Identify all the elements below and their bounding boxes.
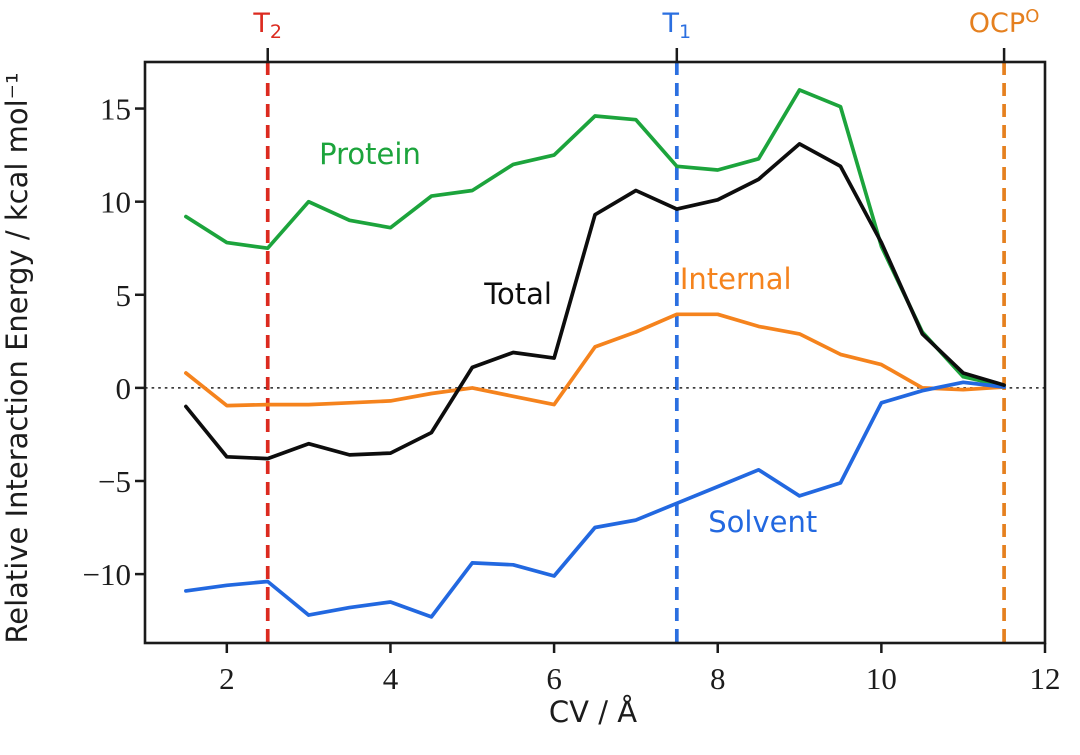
- y-tick-label: −5: [98, 464, 131, 499]
- x-tick-label: 2: [219, 661, 235, 696]
- x-tick-label: 10: [866, 661, 897, 696]
- series-line-total: [184, 142, 1006, 461]
- series-line-solvent: [184, 380, 1006, 619]
- series-lines-layer: [184, 88, 1006, 619]
- x-tick-label: 4: [383, 661, 399, 696]
- y-tick-label: 0: [116, 371, 132, 406]
- y-axis-label: Relative Interaction Energy / kcal mol⁻¹: [0, 72, 34, 643]
- state-label-t2: T2: [252, 8, 282, 43]
- ticks-layer: 2 4 6 8 10 12 −10 −5 0 5 10 15: [83, 48, 1061, 696]
- x-tick-label: 6: [546, 661, 562, 696]
- series-line-internal: [184, 312, 1006, 408]
- series-label-internal: Internal: [680, 262, 792, 296]
- vlines-layer: [265, 62, 1006, 643]
- series-label-total: Total: [483, 277, 552, 311]
- state-label-ocpo: OCPO: [969, 6, 1040, 39]
- series-line-protein: [184, 88, 1006, 388]
- x-tick-label: 12: [1030, 661, 1061, 696]
- x-axis-label: CV / Å: [549, 695, 637, 729]
- series-label-protein: Protein: [319, 137, 421, 171]
- series-label-solvent: Solvent: [708, 505, 817, 539]
- y-tick-label: 10: [100, 185, 131, 220]
- y-tick-label: 15: [100, 92, 131, 127]
- annotations-layer: T2 T1 OCPO Protein Internal Solvent Total: [252, 6, 1039, 539]
- y-tick-label: 5: [116, 278, 132, 313]
- state-label-t1: T1: [662, 8, 692, 43]
- x-tick-label: 8: [710, 661, 726, 696]
- y-tick-label: −10: [83, 557, 131, 592]
- axes-frame-layer: [143, 60, 1047, 645]
- plot-border: [143, 60, 1047, 645]
